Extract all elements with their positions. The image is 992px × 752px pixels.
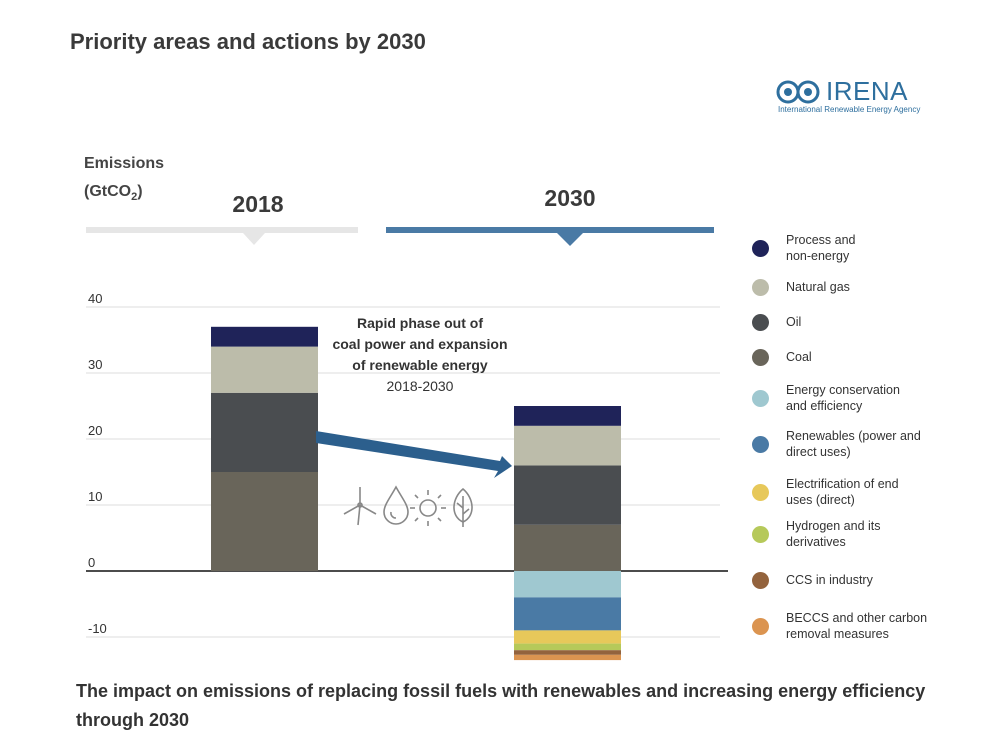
bar-segment-2030-hydrogen-and-its-derivatives [514,643,621,651]
chart-caption: The impact on emissions of replacing fos… [76,681,926,730]
bar-segment-2030-ccs-in-industry [514,650,621,655]
legend-swatch [752,390,769,407]
legend-label: Hydrogen and its derivatives [786,519,881,549]
legend-label: Renewables (power and direct uses) [786,429,921,459]
legend-label: Electrification of end uses (direct) [786,477,899,507]
year-label-2030: 2030 [544,185,596,211]
renewable-icons [343,485,473,527]
legend-swatch [752,314,769,331]
y-tick-label: 10 [88,489,102,504]
legend-label: CCS in industry [786,573,873,587]
y-tick-label: 0 [88,555,95,570]
bar-segment-2030-renewables-power-and-direct-uses- [514,597,621,631]
header-bar-2030 [386,227,714,233]
bar-segment-2018-coal [211,472,318,571]
logo-wordmark: IRENA [826,76,908,106]
water-drop-icon [383,485,409,525]
bar-segment-2018-process-and-non-energy [211,326,318,347]
bar-segment-2030-beccs-and-other-carbon-removal-measures [514,654,621,661]
annotation-period: 2018-2030 [386,378,454,394]
chart-annotation: Rapid phase out of coal power and expans… [320,313,520,397]
legend-label: Natural gas [786,280,850,294]
leaf-icon [453,487,473,527]
bar-segment-2030-natural-gas [514,425,621,466]
y-tick-label: 40 [88,291,102,306]
annotation-line-1: Rapid phase out of [357,315,483,331]
legend-label: BECCS and other carbon removal measures [786,611,928,641]
legend-swatch [752,279,769,296]
y-axis-label: Emissions (GtCO2) [84,150,164,211]
legend-swatch [752,618,769,635]
y-tick-label: 20 [88,423,102,438]
sun-icon [410,490,446,526]
irena-logo: IRENA International Renewable Energy Age… [776,74,926,120]
legend-swatch [752,240,769,257]
legend-swatch [752,349,769,366]
header-pointer-2018 [243,233,265,245]
y-axis-unit: (GtCO2) [84,183,143,204]
logo-subtitle: International Renewable Energy Agency [778,105,921,114]
bar-segment-2030-electrification-of-end-uses-direct- [514,630,621,644]
annotation-line-3: of renewable energy [352,357,488,373]
bar-segment-2030-coal [514,524,621,571]
legend-label: Energy conservation and efficiency [786,383,900,413]
globe-icon [776,80,820,104]
y-tick-label: -10 [88,621,107,636]
header-bar-2018 [86,227,358,233]
legend-swatch [752,484,769,501]
bar-segment-2030-energy-conservation-and-efficiency [514,571,621,598]
year-label-2018: 2018 [232,191,284,217]
legend-swatch [752,526,769,543]
bar-segment-2018-natural-gas [211,346,318,393]
y-tick-label: 30 [88,357,102,372]
y-axis-title: Emissions [84,155,165,172]
legend-label: Coal [786,350,812,364]
bar-segment-2030-oil [514,465,621,525]
legend-swatch [752,436,769,453]
bar-segment-2018-oil [211,392,318,472]
annotation-line-2: coal power and expansion [332,336,508,352]
legend-swatch [752,572,769,589]
page-title: Priority areas and actions by 2030 [70,29,426,54]
legend-label: Oil [786,315,802,329]
legend-label: Process and non-energy [786,233,856,263]
bar-segment-2030-process-and-non-energy [514,406,621,426]
header-pointer-2030 [557,233,583,246]
trend-arrow [316,431,512,478]
wind-turbine-icon [343,487,377,526]
